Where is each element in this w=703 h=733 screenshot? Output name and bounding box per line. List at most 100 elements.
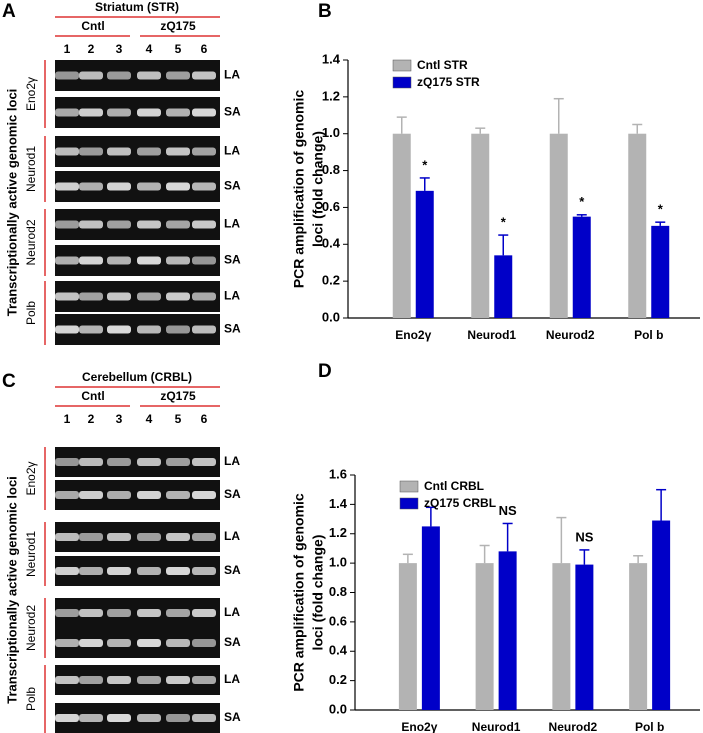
group-label: zQ175 (160, 389, 196, 403)
gel-band (192, 147, 216, 156)
y-tick-label: 1.2 (329, 525, 347, 540)
y-axis-label: loci (fold change) (310, 131, 326, 247)
error-bar (633, 555, 644, 564)
gel-band (166, 220, 190, 229)
bar (498, 551, 517, 710)
gel-band (137, 567, 161, 575)
gene-label: Polb (24, 301, 38, 325)
y-tick-label: 1.4 (329, 496, 348, 511)
error-bar (576, 214, 587, 217)
band-label: LA (224, 529, 240, 543)
gel-band (107, 256, 131, 265)
gel-band (192, 533, 216, 541)
y-tick-label: 0.0 (322, 309, 340, 324)
gel-band (137, 182, 161, 191)
gel-band (55, 256, 79, 265)
gel-band (55, 108, 79, 117)
group-label: Cntl (81, 389, 104, 403)
gel-band (79, 533, 103, 541)
bar (575, 564, 594, 710)
gel-band (192, 714, 216, 722)
gel-band (192, 491, 216, 499)
gel-band (166, 533, 190, 541)
y-tick-label: 0.0 (329, 701, 347, 716)
gel-band (137, 491, 161, 499)
bar (392, 133, 411, 318)
bar (629, 563, 648, 710)
band-label: LA (224, 217, 240, 231)
legend-label: Cntl CRBL (424, 479, 484, 493)
gel-band (166, 567, 190, 575)
gel-band (137, 108, 161, 117)
band-label: LA (224, 68, 240, 82)
gel-band (79, 491, 103, 499)
gel-band (137, 458, 161, 466)
error-bar (419, 177, 430, 191)
gel-band (192, 292, 216, 301)
gel-band (107, 533, 131, 541)
gel-band (137, 714, 161, 722)
y-tick-label: 1.6 (329, 466, 347, 481)
y-tick-label: 0.4 (322, 236, 341, 251)
x-tick-label: Neurod2 (549, 720, 598, 733)
gel-band (166, 458, 190, 466)
band-label: SA (224, 179, 241, 193)
y-tick-label: 1.2 (322, 88, 340, 103)
error-bar (475, 127, 486, 134)
bar (471, 133, 490, 318)
error-bar (479, 544, 490, 564)
panel-letter: B (318, 1, 332, 22)
lane-label: 6 (201, 42, 208, 56)
gel-band (107, 147, 131, 156)
y-tick-label: 0.2 (329, 672, 347, 687)
error-bar (402, 553, 413, 564)
gel-band (107, 714, 131, 722)
lane-label: 5 (175, 42, 182, 56)
gel-band (137, 256, 161, 265)
band-label: SA (224, 563, 241, 577)
x-tick-label: Neurod1 (467, 328, 516, 342)
gel-band (79, 458, 103, 466)
bar (552, 563, 571, 710)
gel-band (166, 108, 190, 117)
error-bar (655, 221, 666, 226)
gel-band (192, 609, 216, 617)
group-label: Cntl (81, 19, 104, 33)
legend-swatch (392, 59, 412, 72)
gel-band (192, 256, 216, 265)
x-tick-label: Neurod1 (472, 720, 521, 733)
gene-label: Eno2γ (24, 461, 38, 495)
bar (494, 255, 513, 318)
bar (415, 190, 434, 318)
y-tick-label: 0.8 (322, 162, 340, 177)
y-axis-label: PCR amplification of genomic (291, 493, 307, 692)
lane-label: 1 (64, 412, 71, 426)
gel-band (192, 108, 216, 117)
panel-letter: C (2, 371, 16, 392)
gel-band (166, 676, 190, 684)
x-tick-label: Pol b (635, 720, 664, 733)
error-bar (502, 522, 513, 552)
annotation: NS (499, 503, 517, 518)
gel-band (79, 639, 103, 647)
gene-label: Neurod2 (24, 219, 38, 265)
gel-band (107, 292, 131, 301)
error-bar (553, 97, 564, 134)
gel-band (137, 292, 161, 301)
gel-band (55, 491, 79, 499)
y-tick-label: 0.6 (329, 613, 347, 628)
gel-band (55, 639, 79, 647)
side-label: Transcriptionally active genomic loci (4, 89, 19, 317)
annotation: * (501, 215, 507, 230)
gel-band (166, 292, 190, 301)
panel-letter: A (2, 1, 16, 22)
gel-band (166, 256, 190, 265)
gel-band (137, 147, 161, 156)
bar (652, 520, 671, 710)
legend-swatch (392, 76, 412, 89)
gel-band (79, 609, 103, 617)
y-axis-label: PCR amplification of genomic (291, 90, 307, 289)
band-label: SA (224, 710, 241, 724)
side-label: Transcriptionally active genomic loci (4, 476, 19, 704)
